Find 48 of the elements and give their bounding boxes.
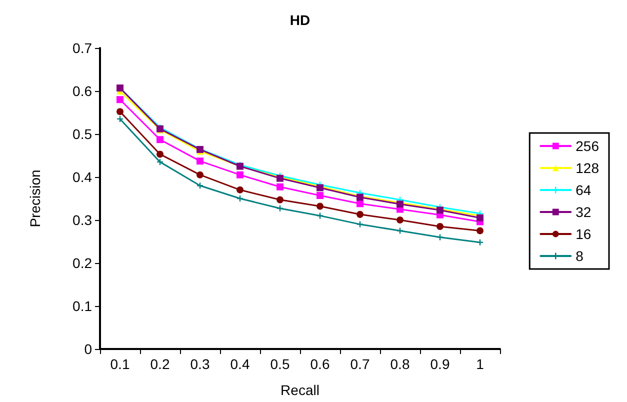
y-tick-label: 0.6: [72, 83, 92, 99]
x-tick-label: 0.7: [350, 356, 370, 372]
y-tick-label: 0.1: [72, 298, 92, 314]
x-tick-label: 0.3: [190, 356, 210, 372]
y-tick-label: 0.3: [72, 212, 92, 228]
point: [356, 200, 364, 208]
point: [316, 192, 324, 199]
y-tick-label: 0.7: [72, 40, 92, 56]
legend-label: 256: [576, 138, 600, 154]
legend-label: 64: [576, 182, 592, 198]
x-tick-label: 0.9: [430, 356, 450, 372]
point: [437, 234, 443, 240]
point: [357, 221, 363, 228]
x-tick-label: 0.1: [110, 356, 130, 372]
legend-label: 128: [576, 160, 600, 176]
legend-label: 32: [576, 204, 592, 220]
point: [476, 227, 484, 234]
point: [436, 222, 444, 230]
x-tick-label: 0.8: [390, 356, 410, 372]
point: [196, 171, 204, 178]
point: [156, 136, 164, 144]
x-tick-label: 0.6: [310, 356, 330, 372]
point: [116, 108, 124, 116]
point: [276, 196, 284, 204]
point: [396, 216, 404, 224]
y-tick-label: 0.2: [72, 255, 92, 271]
x-tick-label: 0.2: [150, 356, 170, 372]
point: [397, 228, 403, 234]
x-tick-label: 0.5: [270, 356, 290, 372]
y-tick-label: 0.4: [72, 169, 92, 185]
x-tick-label: 0.4: [230, 356, 250, 372]
point: [236, 186, 244, 194]
chart-title: HD: [290, 12, 310, 28]
legend-label: 16: [576, 226, 592, 242]
point: [116, 96, 124, 104]
point: [276, 183, 284, 190]
x-tick-label: 1: [476, 356, 484, 372]
point: [236, 171, 244, 178]
point: [156, 150, 164, 158]
y-tick-label: 0: [84, 341, 92, 357]
point: [196, 158, 204, 165]
point: [317, 212, 323, 219]
y-axis-title: Precision: [27, 170, 43, 228]
point: [356, 210, 364, 218]
point: [316, 202, 324, 210]
legend-label: 8: [576, 248, 584, 264]
x-axis-title: Recall: [280, 382, 320, 398]
y-tick-label: 0.5: [72, 126, 92, 142]
